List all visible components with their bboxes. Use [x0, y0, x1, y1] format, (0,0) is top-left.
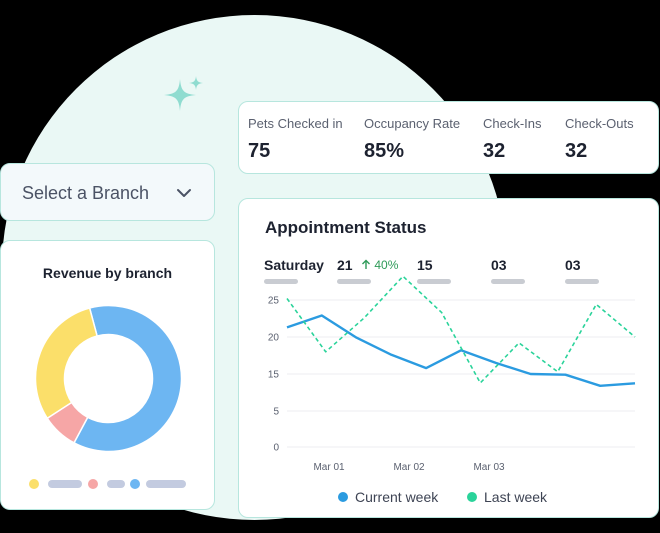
day-bar [565, 279, 599, 284]
day-bar [264, 279, 298, 284]
x-tick-label: Mar 02 [393, 462, 425, 473]
revenue-card: Revenue by branch [0, 240, 215, 510]
series-line-current-week[interactable] [286, 314, 636, 388]
legend-label-placeholder [48, 480, 82, 488]
revenue-donut-chart [34, 304, 183, 453]
legend-label-placeholder [107, 480, 125, 488]
stat-label: Pets Checked in [248, 116, 343, 131]
y-tick-label: 15 [268, 370, 280, 381]
legend-label-placeholder [146, 480, 186, 488]
day-value[interactable]: 21 [337, 257, 353, 273]
day-bar [337, 279, 371, 284]
branch-select[interactable]: Select a Branch [0, 163, 215, 221]
stat-label: Check-Ins [483, 116, 542, 131]
legend-dot [88, 479, 98, 489]
legend-current-week: Current week [355, 489, 439, 505]
legend-last-week: Last week [484, 489, 548, 505]
y-tick-label: 5 [273, 407, 279, 418]
stat-value: 32 [565, 140, 588, 162]
legend-dot [130, 479, 140, 489]
x-tick-label: Mar 01 [313, 462, 345, 473]
stat-value: 32 [483, 140, 506, 162]
stat-label: Check-Outs [565, 116, 634, 131]
legend-dot-current-week [338, 492, 348, 502]
trend-indicator: 40% [361, 258, 398, 272]
branch-select-label: Select a Branch [22, 183, 150, 203]
donut-segment[interactable] [34, 307, 99, 420]
day-value[interactable]: 03 [491, 257, 507, 273]
day-bar [417, 279, 451, 284]
legend-dot-last-week [467, 492, 477, 502]
y-tick-label: 25 [268, 296, 280, 307]
day-saturday[interactable]: Saturday [264, 257, 324, 273]
x-tick-label: Mar 03 [473, 462, 505, 473]
sparkle-icon [164, 76, 203, 111]
arrow-up-icon [362, 259, 370, 269]
appointment-line-chart: 0 5 15 20 25 Mar 01 Mar 02 Mar 03 [268, 275, 636, 473]
day-value[interactable]: 03 [565, 257, 581, 273]
stats-card: Pets Checked in 75 Occupancy Rate 85% Ch… [238, 101, 659, 174]
legend-dot [29, 479, 39, 489]
stat-value: 85% [364, 140, 405, 162]
chevron-down-icon [177, 189, 191, 197]
stat-value: 75 [248, 140, 271, 162]
series-line-last-week[interactable] [286, 275, 636, 384]
donut-segment[interactable] [72, 304, 183, 453]
appointment-title: Appointment Status [265, 218, 427, 237]
revenue-title: Revenue by branch [42, 265, 173, 281]
y-tick-label: 0 [273, 443, 279, 454]
appointment-status-card: Appointment Status Saturday 21 40% 15 03… [238, 198, 659, 518]
trend-value: 40% [374, 258, 399, 272]
day-bar [491, 279, 525, 284]
day-value[interactable]: 15 [417, 257, 433, 273]
y-tick-label: 20 [268, 333, 280, 344]
stat-label: Occupancy Rate [364, 116, 461, 131]
